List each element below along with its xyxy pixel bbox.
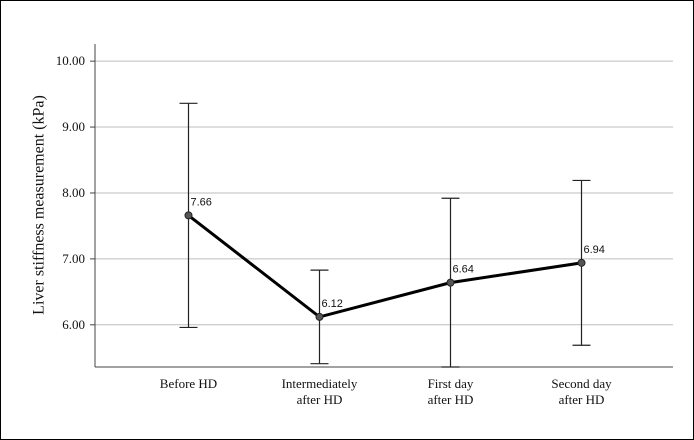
- y-axis-label: Liver stiffness measurement (kPa): [31, 95, 48, 315]
- x-tick-label: Second day after HD: [551, 376, 612, 407]
- point: [577, 258, 586, 267]
- x-tick-label: First day after HD: [428, 376, 474, 407]
- x-tick-label: Intermediately after HD: [282, 376, 358, 407]
- y-tick-label: 8.00: [62, 185, 85, 200]
- data-label: 7.66: [191, 196, 212, 208]
- point: [315, 312, 324, 321]
- line: [187, 214, 582, 319]
- data-label: 6.12: [322, 298, 343, 310]
- y-tick-label: 7.00: [62, 251, 85, 266]
- data-label: 6.94: [584, 244, 605, 256]
- data-label: 6.64: [453, 264, 474, 276]
- y-tick-label: 9.00: [62, 119, 85, 134]
- x-tick-label: Before HD: [160, 376, 217, 391]
- y-tick-label: 10.00: [56, 53, 85, 68]
- point: [184, 211, 193, 220]
- y-tick-label: 6.00: [62, 317, 85, 332]
- point: [446, 278, 455, 287]
